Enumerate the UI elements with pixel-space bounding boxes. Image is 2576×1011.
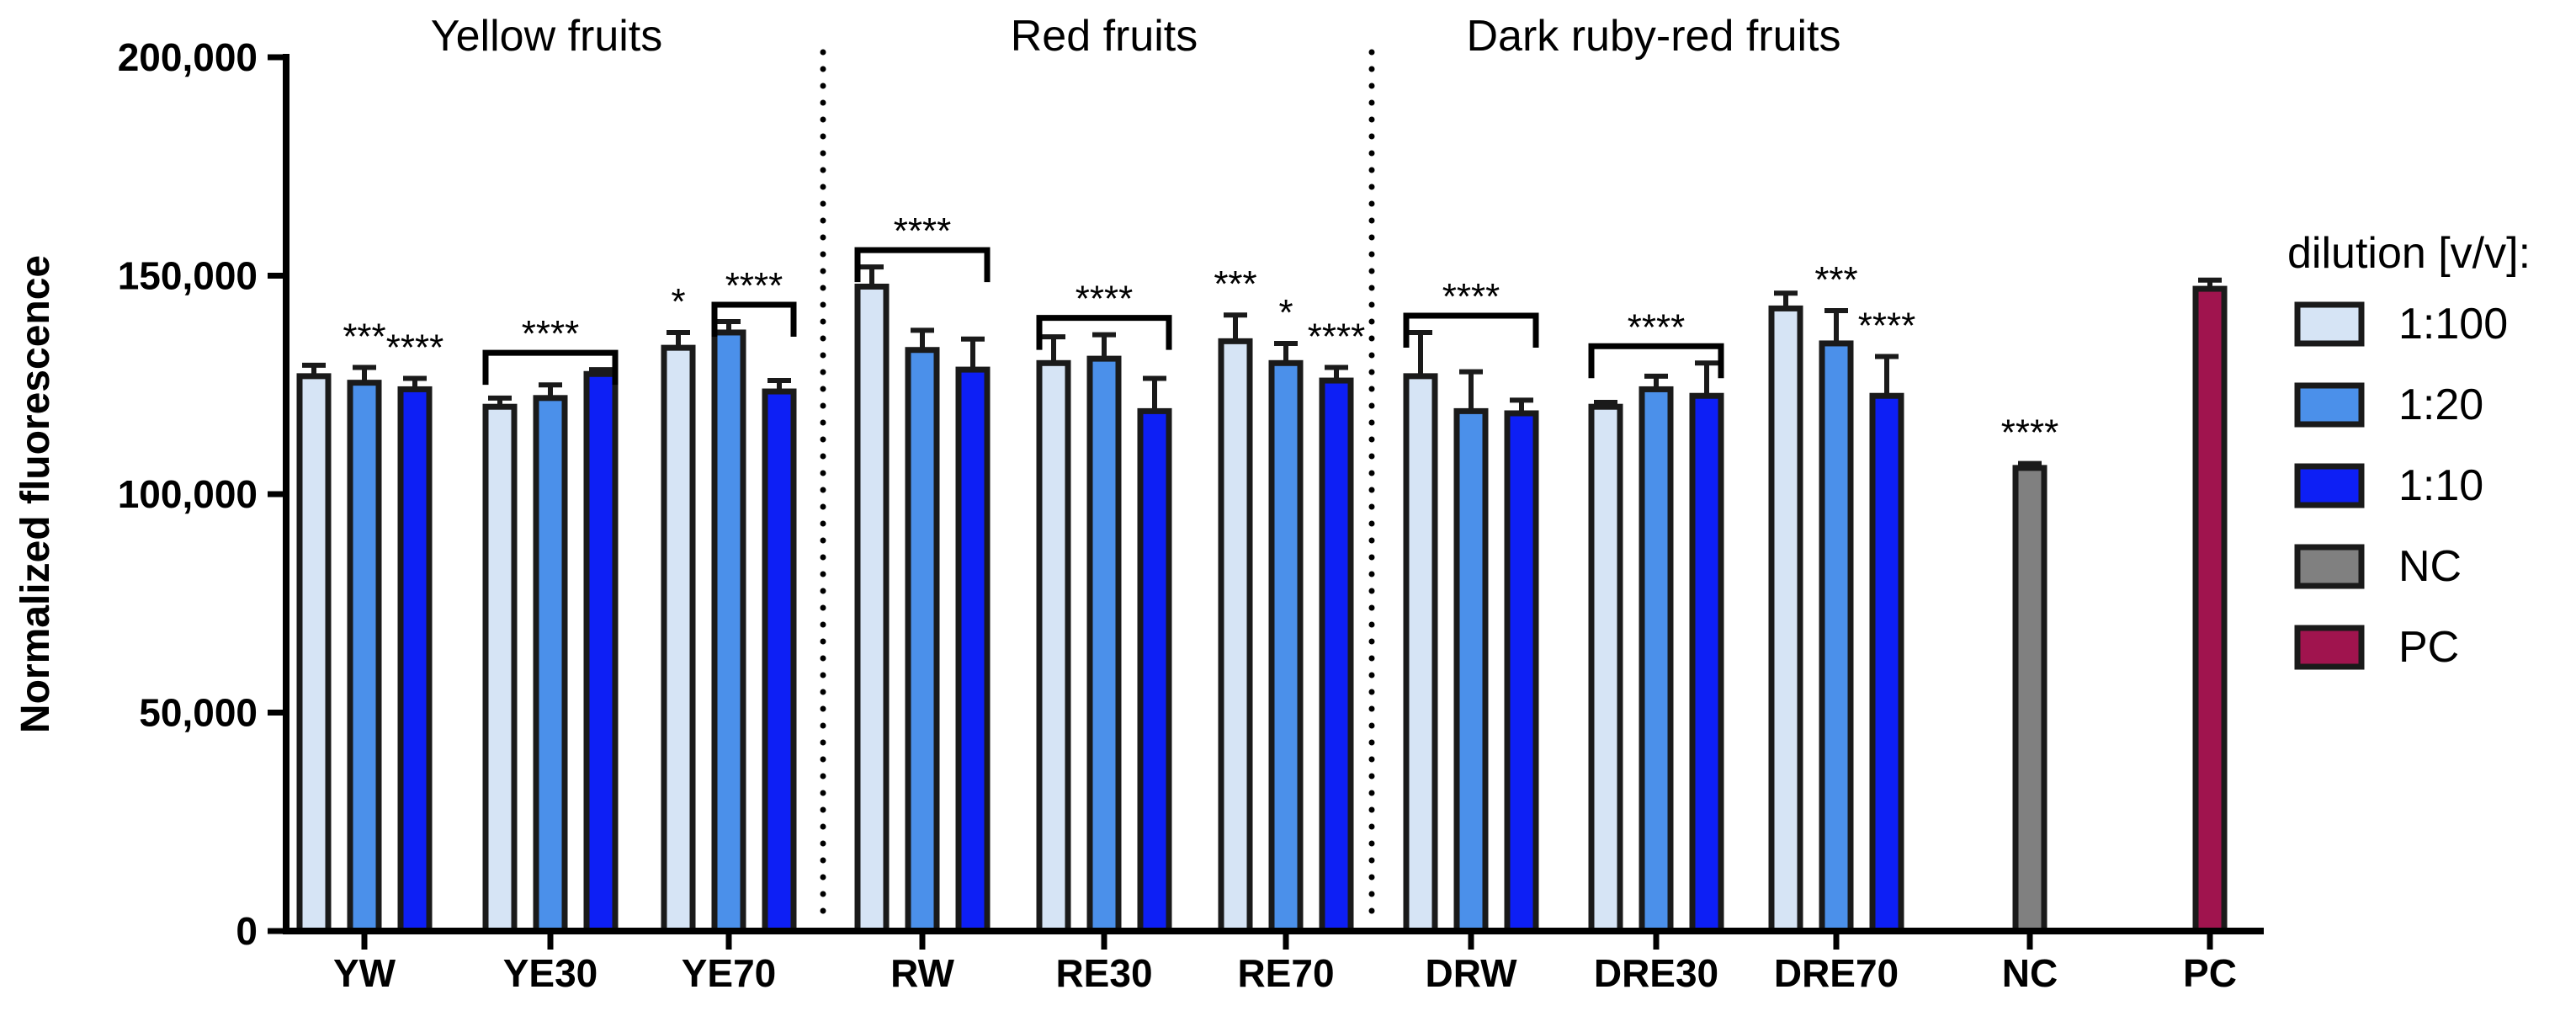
group-title-2: Red fruits <box>1011 12 1198 61</box>
significance-label-12: **** <box>1628 306 1686 348</box>
bar-rw-1-10 <box>955 366 991 934</box>
significance-label-8: *** <box>1214 263 1256 305</box>
legend-swatch-nc <box>2294 544 2365 589</box>
bar-dre30-1-20 <box>1639 386 1674 934</box>
bar-ye30-1-10 <box>583 370 619 934</box>
x-tick-label-nc: NC <box>2002 951 2058 995</box>
x-tick-label-drw: DRW <box>1425 951 1517 995</box>
significance-bracket-7 <box>1036 315 1172 350</box>
legend-swatch-1-20 <box>2294 382 2365 428</box>
bar-dre70-1-20 <box>1819 340 1854 934</box>
bar-re30-1-100 <box>1036 359 1071 934</box>
y-axis-title: Normalized fluorescence <box>13 255 58 733</box>
legend-title: dilution [v/v]: <box>2287 229 2531 278</box>
significance-label-15: **** <box>2001 412 2059 454</box>
bar-drw-1-100 <box>1403 373 1438 934</box>
bar-re30-1-10 <box>1137 407 1172 934</box>
bar-pc <box>2192 285 2228 934</box>
legend-label-1-100: 1:100 <box>2398 300 2508 349</box>
bar-ye70-1-10 <box>762 388 797 934</box>
bar-yw-1-10 <box>397 386 433 934</box>
legend-swatch-1-100 <box>2294 301 2365 347</box>
significance-label-5: **** <box>725 265 783 306</box>
bar-ye30-1-100 <box>482 403 518 934</box>
bar-nc <box>2012 465 2048 934</box>
group-title-3: Dark ruby-red fruits <box>1467 12 1841 61</box>
bar-re70-1-100 <box>1218 338 1253 934</box>
significance-bracket-11 <box>1403 312 1539 348</box>
x-tick-label-yw: YW <box>333 951 396 995</box>
y-tick-label-0: 0 <box>236 909 258 953</box>
significance-label-7: **** <box>1076 279 1134 320</box>
x-tick-label-pc: PC <box>2183 951 2237 995</box>
y-tick-label-200000: 200,000 <box>118 35 258 79</box>
significance-label-6: **** <box>894 210 952 252</box>
significance-label-10: **** <box>1308 316 1366 357</box>
x-tick-label-ye30: YE30 <box>503 951 598 995</box>
x-tick-label-dre30: DRE30 <box>1594 951 1718 995</box>
x-tick-label-ye70: YE70 <box>682 951 777 995</box>
significance-label-3: **** <box>522 313 580 354</box>
bar-rw-1-100 <box>854 283 890 934</box>
legend-label-1-10: 1:10 <box>2398 461 2483 510</box>
y-tick-label-50000: 50,000 <box>139 691 258 735</box>
bar-re70-1-20 <box>1268 359 1304 934</box>
x-tick-label-re30: RE30 <box>1055 951 1152 995</box>
legend-swatch-1-10 <box>2294 463 2365 508</box>
x-tick-label-re70: RE70 <box>1237 951 1334 995</box>
bar-yw-1-100 <box>296 373 332 934</box>
significance-bracket-3 <box>482 349 619 386</box>
legend-label-nc: NC <box>2398 542 2462 591</box>
significance-label-9: * <box>1278 292 1293 333</box>
significance-label-14: **** <box>1858 306 1916 347</box>
bar-ye70-1-20 <box>711 329 746 934</box>
bar-ye70-1-100 <box>661 344 696 934</box>
significance-label-4: * <box>671 281 685 322</box>
bar-drw-1-10 <box>1504 410 1539 934</box>
significance-label-11: **** <box>1442 276 1500 317</box>
legend-swatch-pc <box>2294 625 2365 670</box>
bar-yw-1-20 <box>347 380 382 934</box>
y-tick-label-100000: 100,000 <box>118 472 258 516</box>
bar-re70-1-10 <box>1319 377 1354 934</box>
bar-dre30-1-10 <box>1689 392 1724 934</box>
bar-dre70-1-10 <box>1869 392 1904 934</box>
significance-label-2: **** <box>386 327 444 368</box>
bar-re30-1-20 <box>1086 355 1122 934</box>
significance-label-1: *** <box>343 316 385 357</box>
significance-bracket-12 <box>1588 343 1724 379</box>
bar-dre70-1-100 <box>1768 305 1803 934</box>
significance-label-13: *** <box>1814 259 1857 301</box>
legend-label-pc: PC <box>2398 623 2459 672</box>
bar-dre30-1-100 <box>1588 403 1623 934</box>
x-tick-label-rw: RW <box>890 951 954 995</box>
bar-rw-1-20 <box>905 347 940 934</box>
y-tick-label-150000: 150,000 <box>118 254 258 298</box>
significance-bracket-6 <box>854 247 991 283</box>
bar-ye30-1-20 <box>533 395 568 934</box>
bar-drw-1-20 <box>1453 407 1489 934</box>
group-title-1: Yellow fruits <box>431 12 663 61</box>
x-tick-label-dre70: DRE70 <box>1774 951 1899 995</box>
legend-label-1-20: 1:20 <box>2398 380 2483 429</box>
significance-bracket-5 <box>711 301 797 337</box>
